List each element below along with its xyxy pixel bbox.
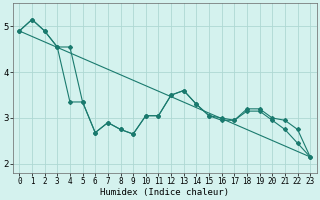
X-axis label: Humidex (Indice chaleur): Humidex (Indice chaleur) (100, 188, 229, 197)
